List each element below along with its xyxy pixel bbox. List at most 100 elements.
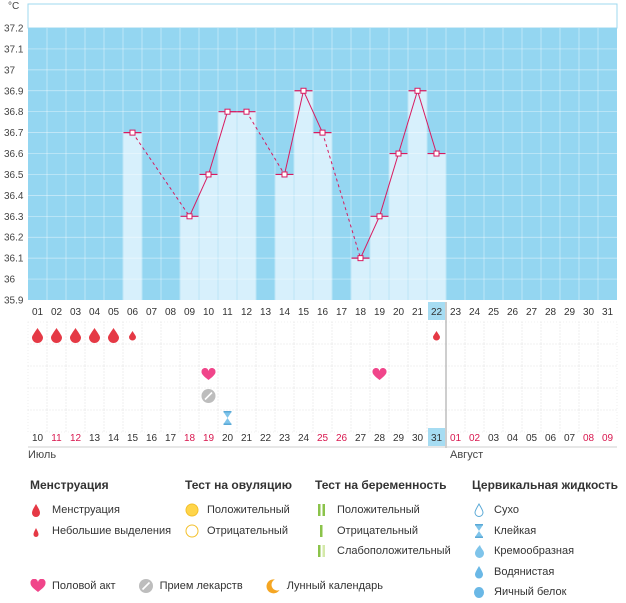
symptom-cell bbox=[84, 365, 105, 389]
cycle-day-label: 09 bbox=[184, 307, 196, 318]
temperature-point bbox=[129, 129, 136, 136]
menstruation-drop-icon bbox=[70, 328, 81, 344]
symptom-cell bbox=[483, 409, 504, 433]
symptom-cell bbox=[388, 387, 409, 411]
temperature-bar bbox=[389, 153, 408, 300]
legend-item-label: Кремообразная bbox=[494, 545, 575, 558]
symptom-cell bbox=[274, 365, 295, 389]
temperature-point bbox=[243, 108, 250, 115]
symptom-cell bbox=[312, 365, 333, 389]
legend-ovulation-title: Тест на овуляцию bbox=[185, 478, 292, 492]
symptom-cell bbox=[407, 409, 428, 433]
symptom-cell bbox=[597, 409, 618, 433]
symptom-cell bbox=[84, 321, 105, 345]
temperature-point bbox=[357, 255, 364, 262]
symptom-cell bbox=[388, 409, 409, 433]
cycle-day-label: 14 bbox=[279, 307, 291, 318]
symptom-cell bbox=[27, 343, 48, 367]
symptom-cell bbox=[502, 387, 523, 411]
cycle-day-label: 22 bbox=[431, 307, 443, 318]
temperature-segment bbox=[303, 90, 323, 133]
symptom-cell bbox=[521, 365, 542, 389]
symptom-cell bbox=[331, 387, 352, 411]
cycle-day-label: 25 bbox=[488, 307, 500, 318]
symptom-cell bbox=[103, 343, 124, 367]
temperature-point bbox=[300, 87, 307, 94]
plot-top-band bbox=[27, 3, 618, 29]
symptom-cell bbox=[578, 343, 599, 367]
date-label: 28 bbox=[374, 433, 386, 444]
spotting-drop-icon bbox=[433, 331, 440, 341]
legend-bottom: Половой акт Прием лекарств Лунный календ… bbox=[30, 578, 405, 594]
y-tick-label: 36.3 bbox=[4, 212, 24, 223]
temperature-point bbox=[186, 213, 193, 220]
symptom-cell bbox=[255, 409, 276, 433]
cycle-day-label: 15 bbox=[298, 307, 310, 318]
symptom-cell bbox=[445, 343, 466, 367]
legend-item-label: Менструация bbox=[52, 504, 120, 517]
symptom-cell bbox=[46, 409, 67, 433]
symptom-cell bbox=[160, 321, 181, 345]
menstruation-drop-icon bbox=[51, 328, 62, 344]
symptom-cell bbox=[198, 365, 219, 389]
symptom-cell bbox=[331, 343, 352, 367]
drop-icon bbox=[32, 504, 40, 518]
symptom-cell bbox=[483, 365, 504, 389]
symptom-cell bbox=[464, 409, 485, 433]
temperature-segment bbox=[360, 216, 380, 259]
temperature-segment bbox=[417, 90, 437, 154]
cycle-day-label: 05 bbox=[108, 307, 120, 318]
temperature-bar bbox=[237, 111, 256, 300]
symptom-cell bbox=[540, 387, 561, 411]
symptom-cell bbox=[84, 409, 105, 433]
cycle-day-label: 03 bbox=[70, 307, 82, 318]
symptom-cell bbox=[578, 387, 599, 411]
symptom-cell bbox=[426, 365, 447, 389]
symptom-cell bbox=[122, 321, 143, 345]
symptom-cell bbox=[217, 387, 238, 411]
date-label: 04 bbox=[507, 433, 519, 444]
symptom-cell bbox=[445, 321, 466, 345]
symptom-cell bbox=[274, 409, 295, 433]
symptom-cell bbox=[578, 321, 599, 345]
symptom-cell bbox=[141, 409, 162, 433]
symptom-cell bbox=[179, 365, 200, 389]
cycle-day-label: 12 bbox=[241, 307, 253, 318]
date-label: 31 bbox=[431, 433, 443, 444]
symptom-cell bbox=[122, 409, 143, 433]
legend-item: Положительный bbox=[185, 500, 292, 521]
date-label: 17 bbox=[165, 433, 177, 444]
symptom-cell bbox=[540, 365, 561, 389]
symptom-cell bbox=[103, 321, 124, 345]
temperature-point bbox=[281, 171, 288, 178]
spotting-drop-icon bbox=[129, 331, 136, 341]
symptom-cell bbox=[255, 365, 276, 389]
symptom-cell bbox=[293, 409, 314, 433]
pill-icon bbox=[138, 579, 153, 593]
symptom-cell bbox=[160, 387, 181, 411]
y-tick-label: 37.1 bbox=[4, 44, 24, 55]
cycle-day-label: 27 bbox=[526, 307, 538, 318]
y-tick-label: 36.9 bbox=[4, 86, 24, 97]
symptom-cell bbox=[46, 343, 67, 367]
cycle-day-label: 06 bbox=[127, 307, 139, 318]
symptom-cell bbox=[521, 409, 542, 433]
symptom-cell bbox=[559, 365, 580, 389]
menstruation-drop-icon bbox=[32, 328, 43, 344]
date-label: 24 bbox=[298, 433, 310, 444]
symptom-cell bbox=[350, 343, 371, 367]
date-label: 08 bbox=[583, 433, 595, 444]
symptom-cell bbox=[445, 409, 466, 433]
cycle-day-label: 16 bbox=[317, 307, 329, 318]
symptom-cell bbox=[445, 387, 466, 411]
y-tick-label: 36.2 bbox=[4, 233, 24, 244]
date-label: 11 bbox=[51, 433, 62, 444]
legend-item: Лунный календарь bbox=[265, 578, 383, 594]
symptom-cell bbox=[597, 321, 618, 345]
date-label: 18 bbox=[184, 433, 196, 444]
symptom-cell bbox=[464, 365, 485, 389]
legend-item: Кремообразная bbox=[472, 541, 618, 562]
symptom-grid bbox=[27, 302, 618, 448]
symptom-cell bbox=[46, 387, 67, 411]
symptom-cell bbox=[27, 409, 48, 433]
